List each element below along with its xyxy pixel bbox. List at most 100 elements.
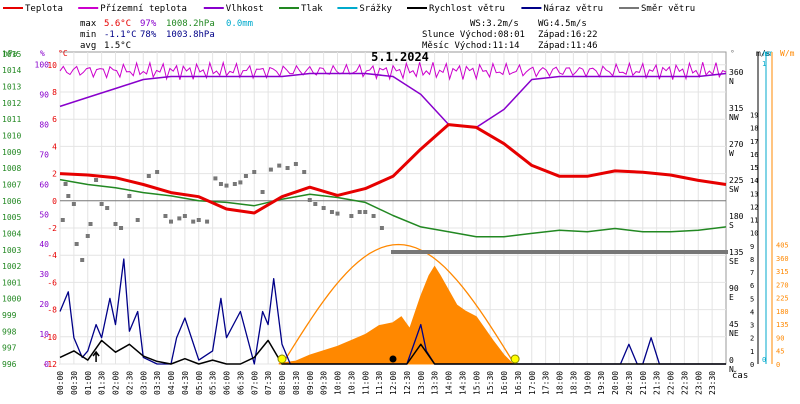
hpa-tick-12: 1008 <box>2 164 21 173</box>
time-tick-40: 20:00 <box>611 371 620 395</box>
dir-compass-4: S <box>729 221 734 230</box>
c-tick-7: 2 <box>52 170 57 179</box>
time-tick-18: 09:00 <box>306 371 315 395</box>
wind-direction-dot-40 <box>329 210 334 214</box>
time-tick-34: 17:00 <box>528 371 537 395</box>
w-tick-1: 45 <box>776 348 784 356</box>
wind-direction-dot-4 <box>74 242 79 246</box>
c-tick-1: -10 <box>43 333 58 342</box>
c-tick-0: -12 <box>43 360 58 369</box>
wind-direction-dot-6 <box>85 234 90 238</box>
time-tick-16: 08:00 <box>278 371 287 395</box>
wind-speed-line <box>59 339 726 365</box>
temperature-line <box>59 123 727 215</box>
time-tick-10: 05:00 <box>195 371 204 395</box>
hpa-tick-2: 998 <box>2 327 17 336</box>
dir-compass-8: N <box>729 77 734 86</box>
time-tick-22: 11:00 <box>361 371 370 395</box>
time-tick-26: 13:00 <box>417 371 426 395</box>
ms-tick-13: 13 <box>750 190 758 198</box>
stats-block: max 5.6°C 97% 1008.2hPa 0.0mm min -1.1°C… <box>80 19 598 51</box>
time-tick-9: 04:30 <box>181 371 190 395</box>
legend-label-5: Rychlost větru <box>429 4 505 14</box>
time-tick-38: 19:00 <box>583 371 592 395</box>
pct-tick-6: 60 <box>39 180 49 189</box>
arrow-marker-0 <box>92 350 100 362</box>
time-tick-36: 18:00 <box>556 371 565 395</box>
time-tick-2: 01:00 <box>84 371 93 395</box>
wind-direction-dot-31 <box>260 190 265 194</box>
time-tick-6: 03:00 <box>139 371 148 395</box>
axis-unit-ms: m/s <box>756 49 771 58</box>
c-tick-2: -8 <box>47 306 57 315</box>
time-tick-4: 02:00 <box>112 371 121 395</box>
c-tick-11: 10 <box>47 61 57 70</box>
pct-tick-4: 40 <box>39 240 49 249</box>
ms-tick-17: 17 <box>750 138 758 146</box>
wind-direction-dot-45 <box>371 214 376 218</box>
legend-label-0: Teplota <box>25 4 63 14</box>
time-tick-24: 12:00 <box>389 371 398 395</box>
wind-direction-dot-41 <box>335 211 340 216</box>
hpa-tick-16: 1012 <box>2 99 21 108</box>
wind-direction-dot-46 <box>379 226 384 230</box>
legend-label-7: Směr větru <box>641 4 695 14</box>
stat-max-temp: 5.6°C <box>104 19 131 29</box>
c-tick-4: -4 <box>47 251 57 260</box>
wind-direction-dot-43 <box>357 210 362 214</box>
legend: Teplota Přízemní teplota Vlhkost Tlak Srážky… <box>3 4 695 14</box>
time-tick-35: 17:30 <box>542 371 551 395</box>
wind-direction-dot-7 <box>88 222 93 226</box>
wind-direction-dot-13 <box>127 194 132 198</box>
wind-direction-dot-19 <box>177 216 182 221</box>
time-tick-31: 15:30 <box>486 371 495 395</box>
time-tick-5: 02:30 <box>125 371 134 395</box>
legend-label-4: Srážky <box>359 4 392 14</box>
time-tick-20: 10:00 <box>334 371 343 395</box>
hpa-tick-0: 996 <box>2 360 17 369</box>
wind-direction-dot-34 <box>285 166 290 170</box>
dir-tick-8: 360 <box>729 68 744 77</box>
time-tick-41: 20:30 <box>625 371 634 395</box>
mm-tick-1: 1 <box>762 60 766 68</box>
axis-unit-percent: % <box>40 49 45 58</box>
hpa-tick-6: 1002 <box>2 262 21 271</box>
hpa-tick-3: 999 <box>2 311 17 320</box>
ms-tick-10: 10 <box>750 230 758 238</box>
dir-tick-5: 225 <box>729 176 744 185</box>
time-tick-29: 14:30 <box>458 371 467 395</box>
w-tick-6: 270 <box>776 281 789 289</box>
axes: 00:00 00:30 01:00 01:30 02:00 02:30 03:00 03:30… <box>2 50 789 395</box>
wind-direction-dot-33 <box>277 163 282 168</box>
wind-direction-dot-29 <box>243 174 248 178</box>
hpa-tick-17: 1013 <box>2 83 21 92</box>
stat-moonrise: Měsíc Východ:11:14 <box>422 41 520 51</box>
wind-direction-dot-32 <box>268 167 273 172</box>
wind-direction-dot-18 <box>169 219 173 224</box>
stat-max-pressure: 1008.2hPa <box>166 19 215 29</box>
ms-tick-3: 3 <box>750 322 754 330</box>
dir-tick-6: 270 <box>729 140 744 149</box>
sun-marker-3 <box>510 354 520 364</box>
wind-direction-dot-28 <box>238 180 243 185</box>
pct-tick-9: 90 <box>39 90 49 99</box>
stat-max-humidity: 97% <box>140 19 157 29</box>
time-tick-30: 15:00 <box>472 371 481 395</box>
w-tick-5: 225 <box>776 295 789 303</box>
wind-direction-dot-1 <box>63 182 68 186</box>
dir-compass-7: NW <box>729 113 739 122</box>
stat-min-humidity: 78% <box>140 30 157 40</box>
pct-tick-0: 0 <box>44 360 49 369</box>
wind-direction-dot-9 <box>99 202 104 206</box>
legend-label-3: Tlak <box>301 4 323 14</box>
wind-direction-dot-22 <box>196 218 201 222</box>
ms-tick-12: 12 <box>750 203 758 211</box>
stat-wind-gust: WG:4.5m/s <box>538 19 587 29</box>
wind-direction-dot-38 <box>313 202 318 206</box>
time-tick-23: 11:30 <box>375 371 384 395</box>
ms-tick-14: 14 <box>750 177 758 185</box>
ms-tick-5: 5 <box>750 295 754 303</box>
axis-unit-wm: W/m <box>780 49 795 58</box>
wind-direction-dot-27 <box>232 182 237 186</box>
dir-tick-0: 0 <box>729 356 734 365</box>
